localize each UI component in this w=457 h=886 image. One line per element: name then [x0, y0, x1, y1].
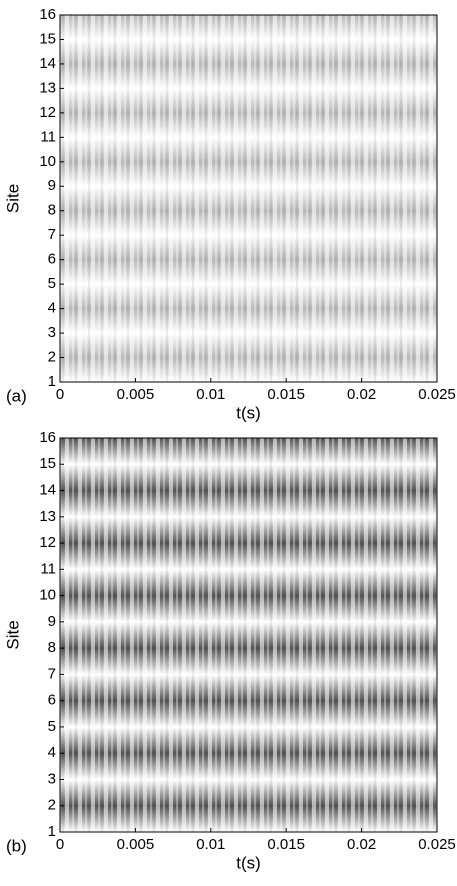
y-tick-label: 9	[48, 613, 56, 630]
y-tick-label: 3	[48, 770, 56, 787]
x-tick-label: 0.025	[418, 836, 456, 853]
y-tick-label: 8	[48, 639, 56, 656]
x-tick-label: 0.01	[196, 836, 225, 853]
y-axis-title: Site	[3, 184, 22, 213]
x-tick-label: 0.005	[117, 386, 155, 403]
y-tick-label: 14	[39, 482, 56, 499]
y-tick-label: 13	[39, 79, 56, 96]
panel-label: (b)	[6, 836, 27, 855]
x-tick-label: 0.01	[196, 386, 225, 403]
panel-label: (a)	[6, 386, 27, 405]
y-tick-label: 12	[39, 534, 56, 551]
plot-frame	[59, 14, 438, 383]
y-tick-label: 12	[39, 104, 56, 121]
y-tick-label: 14	[39, 55, 56, 72]
y-tick-label: 10	[39, 153, 56, 170]
x-tick-label: 0.02	[347, 386, 376, 403]
y-tick-label: 5	[48, 275, 56, 292]
y-tick-label: 1	[48, 373, 56, 390]
y-tick-label: 15	[39, 455, 56, 472]
x-axis-title: t(s)	[236, 853, 261, 872]
y-tick-label: 15	[39, 30, 56, 47]
plot-frame	[59, 437, 438, 833]
x-tick-label: 0.015	[267, 836, 305, 853]
y-tick-label: 4	[48, 744, 56, 761]
y-axis-title: Site	[3, 620, 22, 649]
x-tick-label: 0.005	[117, 836, 155, 853]
y-tick-label: 7	[48, 226, 56, 243]
y-tick-label: 11	[40, 560, 56, 577]
y-tick-label: 8	[48, 202, 56, 219]
x-tick-label: 0	[56, 836, 64, 853]
y-tick-label: 7	[48, 665, 56, 682]
y-tick-label: 16	[39, 6, 56, 23]
y-tick-label: 16	[39, 429, 56, 446]
x-tick-label: 0	[56, 386, 64, 403]
y-tick-label: 2	[48, 349, 56, 366]
y-tick-label: 2	[48, 797, 56, 814]
heatmap-texture	[60, 15, 437, 382]
y-tick-label: 13	[39, 508, 56, 525]
heatmap-texture	[60, 438, 437, 832]
x-tick-label: 0.015	[267, 386, 305, 403]
y-tick-label: 3	[48, 324, 56, 341]
y-tick-label: 1	[48, 823, 56, 840]
x-tick-label: 0.025	[418, 386, 456, 403]
y-tick-label: 11	[40, 128, 56, 145]
x-tick-label: 0.02	[347, 836, 376, 853]
x-axis-title: t(s)	[236, 403, 261, 422]
y-tick-label: 6	[48, 251, 56, 268]
y-tick-label: 4	[48, 300, 56, 317]
y-tick-label: 9	[48, 177, 56, 194]
y-tick-label: 6	[48, 692, 56, 709]
y-tick-label: 5	[48, 718, 56, 735]
y-tick-label: 10	[39, 587, 56, 604]
